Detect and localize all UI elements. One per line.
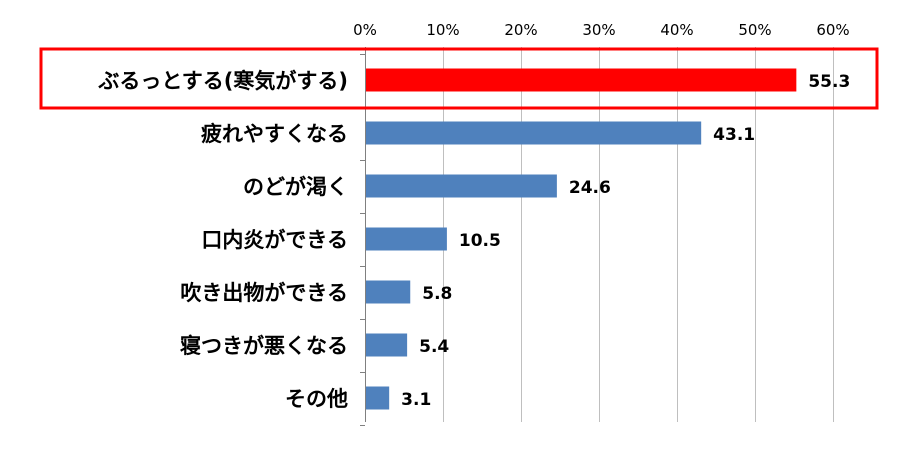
highlight-box — [39, 47, 879, 110]
x-tick-label: 10% — [426, 21, 459, 39]
category-label: その他 — [285, 387, 348, 411]
bar — [366, 333, 408, 357]
tick-layer: 0% 10% 20% 30% 40% 50% 60% — [353, 21, 850, 39]
category-label: 口内炎ができる — [201, 228, 348, 252]
data-label: 5.8 — [422, 284, 452, 304]
data-label: 55.3 — [808, 72, 850, 92]
category-label: 吹き出物ができる — [180, 281, 348, 305]
category-label: 寝つきが悪くなる — [180, 334, 348, 358]
x-tick-label: 40% — [660, 21, 693, 39]
data-label: 43.1 — [713, 125, 755, 145]
x-tick-label: 20% — [504, 21, 537, 39]
data-label: 5.4 — [419, 337, 449, 357]
bar — [366, 227, 447, 251]
bar — [366, 68, 797, 92]
x-tick-label: 60% — [816, 21, 849, 39]
category-label: ぶるっとする(寒気がする) — [97, 69, 348, 93]
category-label: 疲れやすくなる — [201, 122, 348, 146]
highlight-layer — [39, 47, 879, 110]
label-layer: ぶるっとする(寒気がする) 55.3 疲れやすくなる 43.1 のどが渇く 24.6 口内炎… — [97, 69, 850, 411]
x-tick-label: 30% — [582, 21, 615, 39]
bar-layer — [366, 68, 797, 410]
bar — [366, 174, 557, 198]
data-label: 10.5 — [459, 231, 501, 251]
bar — [366, 280, 411, 304]
bar — [366, 121, 702, 145]
data-label: 3.1 — [401, 390, 431, 410]
x-tick-label: 0% — [353, 21, 377, 39]
category-label: のどが渇く — [243, 175, 348, 199]
x-tick-label: 50% — [738, 21, 771, 39]
bar — [366, 386, 390, 410]
data-label: 24.6 — [569, 178, 611, 198]
